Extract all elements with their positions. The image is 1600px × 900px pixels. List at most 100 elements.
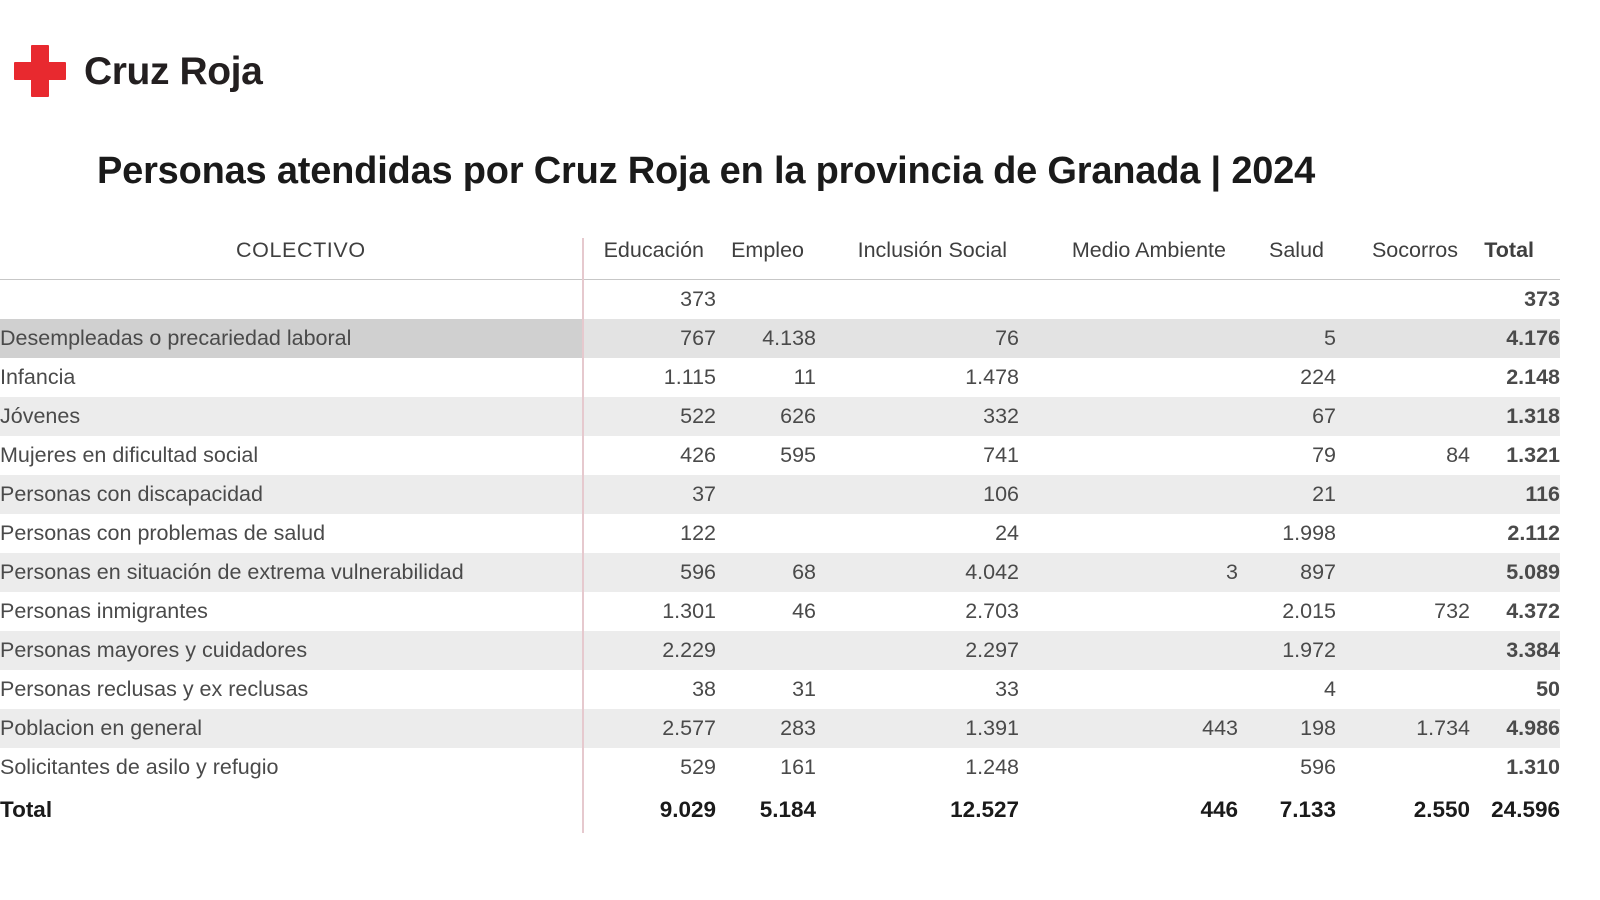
table-row[interactable]: Personas reclusas y ex reclusas 38 31 33 4 50: [0, 670, 1560, 709]
column-header-total[interactable]: Total: [1470, 238, 1560, 280]
brand-logo: Cruz Roja: [14, 38, 263, 104]
cell-total: 373: [1470, 279, 1560, 319]
column-header-socorros[interactable]: Socorros: [1336, 238, 1470, 280]
table-row[interactable]: 373 373: [0, 279, 1560, 319]
column-header-medio-ambiente[interactable]: Medio Ambiente: [1019, 238, 1238, 280]
table-row[interactable]: Personas mayores y cuidadores 2.229 2.297 1…: [0, 631, 1560, 670]
table-row[interactable]: Poblacion en general 2.577 283 1.391 443 198 1…: [0, 709, 1560, 748]
cell-educacion: 37: [583, 475, 716, 514]
cell-educacion: 596: [583, 553, 716, 592]
cell-socorros: [1336, 748, 1470, 787]
cell-socorros: [1336, 670, 1470, 709]
table-body: 373 373 Desempleadas o precariedad laboral…: [0, 279, 1560, 833]
cell-educacion: 529: [583, 748, 716, 787]
row-label-colectivo: Personas reclusas y ex reclusas: [0, 670, 584, 709]
cell-empleo: 595: [716, 436, 816, 475]
cell-medio-ambiente: [1019, 748, 1238, 787]
cell-empleo: [716, 631, 816, 670]
cell-educacion: 1.115: [583, 358, 716, 397]
cell-total: 4.986: [1470, 709, 1560, 748]
column-header-empleo[interactable]: Empleo: [716, 238, 816, 280]
cell-medio-ambiente: [1019, 631, 1238, 670]
cell-medio-ambiente: [1019, 514, 1238, 553]
column-header-salud[interactable]: Salud: [1238, 238, 1336, 280]
table-row[interactable]: Desempleadas o precariedad laboral 767 4.1…: [0, 319, 1560, 358]
cell-total: 50: [1470, 670, 1560, 709]
row-label-colectivo: Solicitantes de asilo y refugio: [0, 748, 584, 787]
cell-educacion: 426: [583, 436, 716, 475]
row-label-colectivo: Infancia: [0, 358, 584, 397]
cell-total: 3.384: [1470, 631, 1560, 670]
cell-salud: 5: [1238, 319, 1336, 358]
table-header: COLECTIVO Educación Empleo Inclusión Soc…: [0, 238, 1560, 280]
cell-salud: 1.972: [1238, 631, 1336, 670]
cell-empleo: 161: [716, 748, 816, 787]
cell-salud: 79: [1238, 436, 1336, 475]
cell-total: 4.176: [1470, 319, 1560, 358]
cell-educacion: 2.577: [583, 709, 716, 748]
cell-educacion: 38: [583, 670, 716, 709]
row-label-colectivo: [0, 279, 584, 319]
table-row[interactable]: Personas en situación de extrema vulnera…: [0, 553, 1560, 592]
cell-total: 4.372: [1470, 592, 1560, 631]
cell-inclusion-social: 24: [816, 514, 1019, 553]
cell-salud: 198: [1238, 709, 1336, 748]
cell-empleo: [716, 514, 816, 553]
table-row[interactable]: Personas inmigrantes 1.301 46 2.703 2.015 732…: [0, 592, 1560, 631]
cell-total: 5.089: [1470, 553, 1560, 592]
table-row[interactable]: Jóvenes 522 626 332 67 1.318: [0, 397, 1560, 436]
table-row[interactable]: Personas con discapacidad 37 106 21 116: [0, 475, 1560, 514]
cell-medio-ambiente: [1019, 358, 1238, 397]
row-label-colectivo: Desempleadas o precariedad laboral: [0, 319, 584, 358]
column-header-educacion[interactable]: Educación: [583, 238, 716, 280]
total-cell-salud: 7.133: [1238, 787, 1336, 833]
column-header-inclusion-social[interactable]: Inclusión Social: [816, 238, 1019, 280]
table-row[interactable]: Mujeres en dificultad social 426 595 741 79 8…: [0, 436, 1560, 475]
cell-total: 1.310: [1470, 748, 1560, 787]
cell-inclusion-social: 1.478: [816, 358, 1019, 397]
table-row[interactable]: Solicitantes de asilo y refugio 529 161 1.2…: [0, 748, 1560, 787]
brand-name: Cruz Roja: [84, 49, 263, 93]
table-row[interactable]: Infancia 1.115 11 1.478 224 2.148: [0, 358, 1560, 397]
cell-inclusion-social: 106: [816, 475, 1019, 514]
column-header-colectivo[interactable]: COLECTIVO: [0, 238, 584, 280]
people-served-table: COLECTIVO Educación Empleo Inclusión Soc…: [0, 238, 1560, 833]
cell-salud: 1.998: [1238, 514, 1336, 553]
cell-empleo: 626: [716, 397, 816, 436]
cell-socorros: [1336, 397, 1470, 436]
table-row[interactable]: Personas con problemas de salud 122 24 1.99…: [0, 514, 1560, 553]
cell-medio-ambiente: 3: [1019, 553, 1238, 592]
cell-inclusion-social: [816, 279, 1019, 319]
cell-medio-ambiente: [1019, 319, 1238, 358]
total-cell-empleo: 5.184: [716, 787, 816, 833]
cell-educacion: 2.229: [583, 631, 716, 670]
red-cross-icon: [14, 45, 66, 97]
cell-medio-ambiente: [1019, 436, 1238, 475]
cell-salud: 2.015: [1238, 592, 1336, 631]
cell-medio-ambiente: [1019, 592, 1238, 631]
total-cell-inclusion-social: 12.527: [816, 787, 1019, 833]
cell-medio-ambiente: [1019, 397, 1238, 436]
cell-socorros: 1.734: [1336, 709, 1470, 748]
cell-educacion: 1.301: [583, 592, 716, 631]
cell-educacion: 767: [583, 319, 716, 358]
row-label-colectivo: Mujeres en dificultad social: [0, 436, 584, 475]
total-row-label: Total: [0, 787, 584, 833]
total-cell-socorros: 2.550: [1336, 787, 1470, 833]
cell-medio-ambiente: [1019, 475, 1238, 514]
total-cell-medio-ambiente: 446: [1019, 787, 1238, 833]
cell-socorros: [1336, 514, 1470, 553]
cell-empleo: 46: [716, 592, 816, 631]
cell-socorros: 732: [1336, 592, 1470, 631]
row-label-colectivo: Jóvenes: [0, 397, 584, 436]
cell-total: 116: [1470, 475, 1560, 514]
cell-socorros: [1336, 319, 1470, 358]
cell-empleo: [716, 475, 816, 514]
row-label-colectivo: Personas en situación de extrema vulnera…: [0, 553, 584, 592]
cell-empleo: 283: [716, 709, 816, 748]
cell-salud: 224: [1238, 358, 1336, 397]
row-label-colectivo: Poblacion en general: [0, 709, 584, 748]
cell-inclusion-social: 741: [816, 436, 1019, 475]
cell-salud: 897: [1238, 553, 1336, 592]
cell-educacion: 122: [583, 514, 716, 553]
